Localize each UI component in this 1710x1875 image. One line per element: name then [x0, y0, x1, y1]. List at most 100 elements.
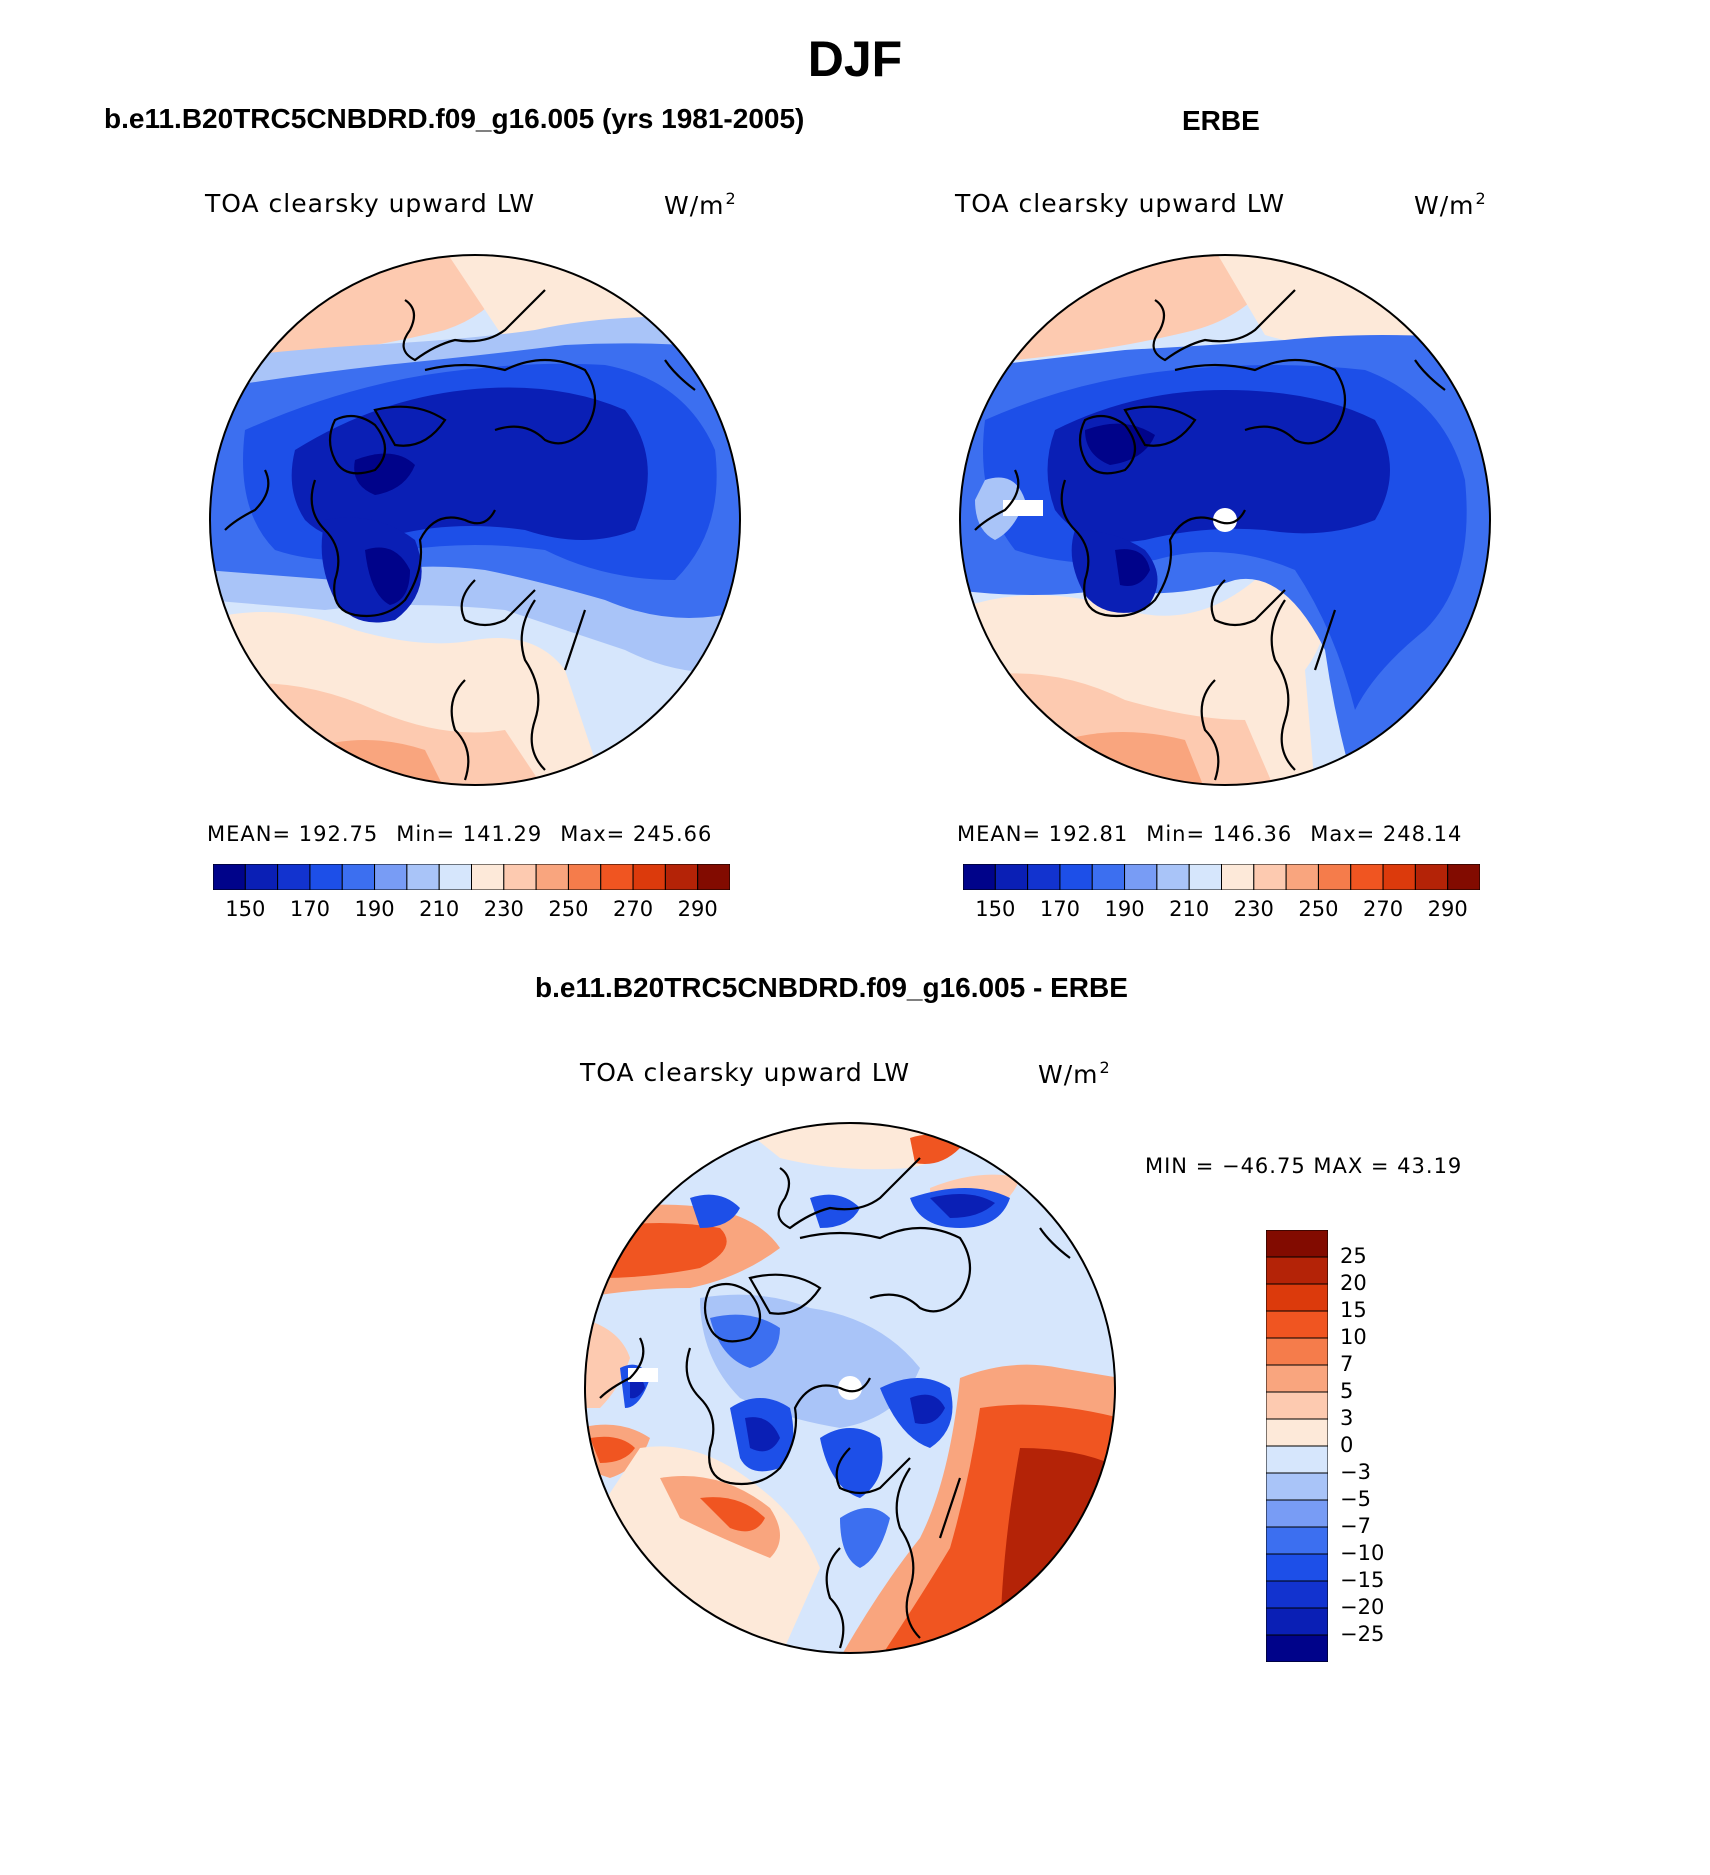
diff-colorbar-swatch: [1266, 1418, 1328, 1447]
diff-colorbar-tick-label: 0: [1340, 1433, 1354, 1457]
diff-colorbar-tick-label: 10: [1340, 1325, 1367, 1349]
diff-colorbar-swatch: [1266, 1607, 1328, 1636]
obs-field: [960, 255, 1490, 785]
model-field: [210, 255, 740, 785]
colorbar-swatch: [1059, 864, 1093, 890]
colorbar-tick-label: 190: [1104, 897, 1145, 921]
colorbar-swatch: [406, 864, 440, 890]
diff-colorbar-tick-label: −20: [1340, 1595, 1385, 1619]
diff-polar-map: [584, 1122, 1116, 1654]
colorbar-swatch: [1350, 864, 1384, 890]
diff-colorbar-swatch: [1266, 1445, 1328, 1474]
colorbar-tick-label: 170: [1039, 897, 1080, 921]
obs-units-label: W/m2: [1414, 189, 1487, 220]
obs-polar-map: [959, 254, 1491, 786]
diff-colorbar-tick-label: −10: [1340, 1541, 1385, 1565]
diff-colorbar-swatch: [1266, 1472, 1328, 1501]
colorbar-tick-label: 230: [483, 897, 524, 921]
colorbar-tick-label: 270: [1363, 897, 1404, 921]
obs-case-title: ERBE: [1182, 105, 1260, 136]
colorbar-swatch: [1317, 864, 1352, 890]
colorbar-swatch: [1221, 864, 1255, 890]
diff-units-label: W/m2: [1038, 1058, 1111, 1089]
diff-colorbar-swatch: [1266, 1310, 1328, 1339]
colorbar-tick-label: 170: [289, 897, 330, 921]
colorbar-tick-label: 210: [419, 897, 460, 921]
diff-colorbar-tick-label: 20: [1340, 1271, 1367, 1295]
colorbar-tick-label: 150: [225, 897, 266, 921]
colorbar-tick-label: 270: [613, 897, 654, 921]
obs-colorbar: [963, 864, 1480, 890]
colorbar-tick-label: 250: [1298, 897, 1339, 921]
model-variable-label: TOA clearsky upward LW: [205, 189, 536, 218]
diff-field: [585, 1123, 1115, 1653]
figure-title: DJF: [807, 31, 903, 87]
diff-colorbar-tick-label: −7: [1340, 1514, 1371, 1538]
model-colorbar: [213, 864, 730, 890]
diff-colorbar-tick-label: 15: [1340, 1298, 1367, 1322]
model-case-title: b.e11.B20TRC5CNBDRD.f09_g16.005 (yrs 198…: [104, 103, 805, 134]
diff-colorbar-swatch: [1266, 1580, 1328, 1609]
colorbar-swatch: [277, 864, 311, 890]
diff-map-border: [584, 1122, 1116, 1654]
obs-variable-label: TOA clearsky upward LW: [955, 189, 1286, 218]
colorbar-swatch: [1188, 864, 1222, 890]
colorbar-swatch: [567, 864, 602, 890]
diff-colorbar-swatch: [1266, 1256, 1328, 1285]
diff-colorbar-swatch: [1266, 1283, 1328, 1312]
colorbar-swatch: [1447, 864, 1480, 890]
diff-colorbar-tick-label: 5: [1340, 1379, 1354, 1403]
obs-map-border: [959, 254, 1491, 786]
colorbar-swatch: [1091, 864, 1126, 890]
diff-colorbar-tick-label: 7: [1340, 1352, 1354, 1376]
colorbar-swatch: [1285, 864, 1319, 890]
colorbar-tick-label: 210: [1169, 897, 1210, 921]
colorbar-swatch: [471, 864, 505, 890]
diff-colorbar-tick-label: −5: [1340, 1487, 1371, 1511]
colorbar-swatch: [213, 864, 246, 890]
obs-stats: MEAN= 192.81 Min= 146.36 Max= 248.14: [957, 822, 1463, 846]
colorbar-swatch: [664, 864, 699, 890]
model-stats: MEAN= 192.75 Min= 141.29 Max= 245.66: [207, 822, 713, 846]
colorbar-swatch: [1253, 864, 1287, 890]
colorbar-swatch: [632, 864, 666, 890]
model-polar-map: [209, 254, 741, 786]
colorbar-swatch: [1414, 864, 1449, 890]
colorbar-swatch: [374, 864, 408, 890]
colorbar-swatch: [535, 864, 569, 890]
diff-colorbar-tick-label: −3: [1340, 1460, 1371, 1484]
colorbar-swatch: [994, 864, 1029, 890]
obs-coastlines: [974, 289, 1446, 781]
colorbar-swatch: [438, 864, 472, 890]
colorbar-swatch: [963, 864, 996, 890]
colorbar-swatch: [309, 864, 343, 890]
diff-colorbar-swatch: [1266, 1553, 1328, 1582]
colorbar-tick-label: 250: [548, 897, 589, 921]
diff-colorbar-swatch: [1266, 1364, 1328, 1393]
colorbar-swatch: [503, 864, 537, 890]
diff-colorbar-tick-label: 25: [1340, 1244, 1367, 1268]
model-units-label: W/m2: [664, 189, 737, 220]
diff-variable-label: TOA clearsky upward LW: [580, 1058, 911, 1087]
model-map-border: [209, 254, 741, 786]
colorbar-tick-label: 290: [1427, 897, 1468, 921]
diff-colorbar-swatch: [1266, 1499, 1328, 1528]
colorbar-swatch: [1124, 864, 1158, 890]
colorbar-swatch: [600, 864, 634, 890]
colorbar-swatch: [697, 864, 730, 890]
colorbar-tick-label: 190: [354, 897, 395, 921]
model-colorbar-ticks: 150 170 190 210 230 250 270 290: [213, 897, 730, 927]
diff-case-title: b.e11.B20TRC5CNBDRD.f09_g16.005 - ERBE: [535, 972, 1128, 1003]
colorbar-swatch: [1382, 864, 1416, 890]
colorbar-tick-label: 290: [677, 897, 718, 921]
diff-colorbar-swatch: [1266, 1337, 1328, 1366]
diff-colorbar-swatch: [1266, 1391, 1328, 1420]
colorbar-tick-label: 230: [1233, 897, 1274, 921]
diff-colorbar: [1266, 1230, 1328, 1662]
diff-colorbar-tick-label: −15: [1340, 1568, 1385, 1592]
colorbar-swatch: [1156, 864, 1190, 890]
colorbar-swatch: [341, 864, 376, 890]
obs-colorbar-ticks: 150 170 190 210 230 250 270 290: [963, 897, 1480, 927]
diff-minmax: MIN = −46.75 MAX = 43.19: [1145, 1154, 1463, 1178]
diff-colorbar-swatch: [1266, 1230, 1328, 1258]
